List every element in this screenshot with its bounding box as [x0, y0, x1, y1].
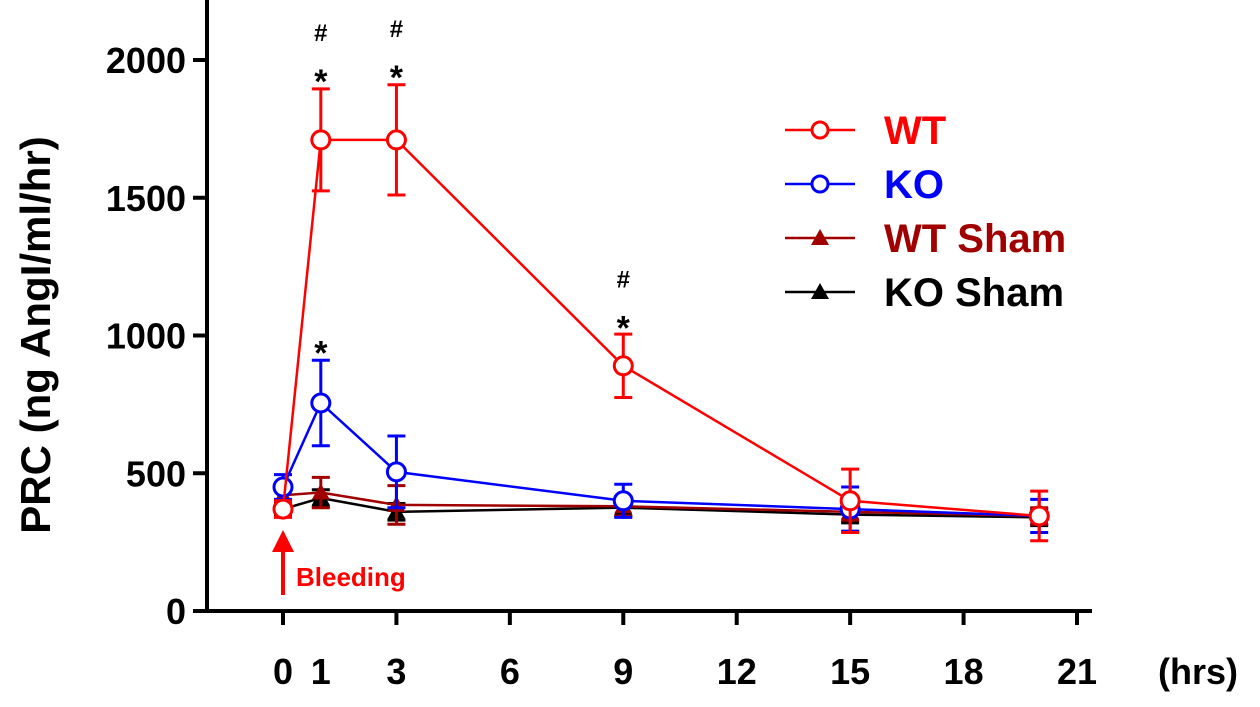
y-axis-label: PRC (ng AngI/ml/hr): [12, 136, 59, 533]
series-line-wt-sham: [282, 491, 1040, 518]
y-tick-label: 0: [166, 591, 186, 632]
significance-star: *: [390, 59, 404, 97]
y-tick-label: 2000: [106, 40, 186, 81]
significance-star: *: [314, 63, 328, 101]
legend-marker: [811, 229, 829, 245]
significance-star: *: [314, 334, 328, 372]
bleeding-arrow-head: [272, 530, 294, 552]
data-point: [839, 490, 861, 512]
data-point: [310, 392, 332, 414]
legend-marker: [810, 174, 830, 194]
y-tick-label: 500: [126, 453, 186, 494]
significance-hash: #: [617, 267, 630, 294]
data-point: [272, 498, 294, 520]
legend-label: WT Sham: [884, 217, 1066, 261]
legend-marker: [811, 283, 829, 299]
series-line-wt: [281, 138, 1040, 518]
bleeding-label: Bleeding: [296, 562, 406, 592]
data-point: [612, 355, 634, 377]
data-point: [385, 129, 407, 151]
x-axis-label: (hrs): [1158, 651, 1238, 692]
x-tick-label: 6: [500, 651, 520, 692]
y-tick-label: 1500: [106, 178, 186, 219]
significance-hash: #: [314, 20, 327, 47]
x-tick-label: 18: [944, 651, 984, 692]
x-tick-label: 21: [1057, 651, 1097, 692]
x-tick-label: 9: [613, 651, 633, 692]
data-point: [311, 483, 330, 500]
legend-label: WT: [884, 109, 946, 153]
significance-hash: #: [390, 16, 403, 43]
legend-label: KO Sham: [884, 271, 1064, 315]
legend-marker: [810, 120, 830, 140]
data-point: [310, 129, 332, 151]
x-tick-label: 1: [311, 651, 331, 692]
data-point: [385, 461, 407, 483]
data-point: [272, 476, 294, 498]
x-tick-label: 12: [717, 651, 757, 692]
x-tick-label: 0: [273, 651, 293, 692]
x-tick-label: 15: [830, 651, 870, 692]
data-point: [1028, 505, 1050, 527]
series-line-ko-sham: [282, 496, 1040, 519]
legend-label: KO: [884, 163, 944, 207]
series-line-ko: [281, 400, 1040, 518]
x-tick-label: 3: [386, 651, 406, 692]
significance-star: *: [617, 310, 631, 348]
y-tick-label: 1000: [106, 316, 186, 357]
data-point: [612, 490, 634, 512]
